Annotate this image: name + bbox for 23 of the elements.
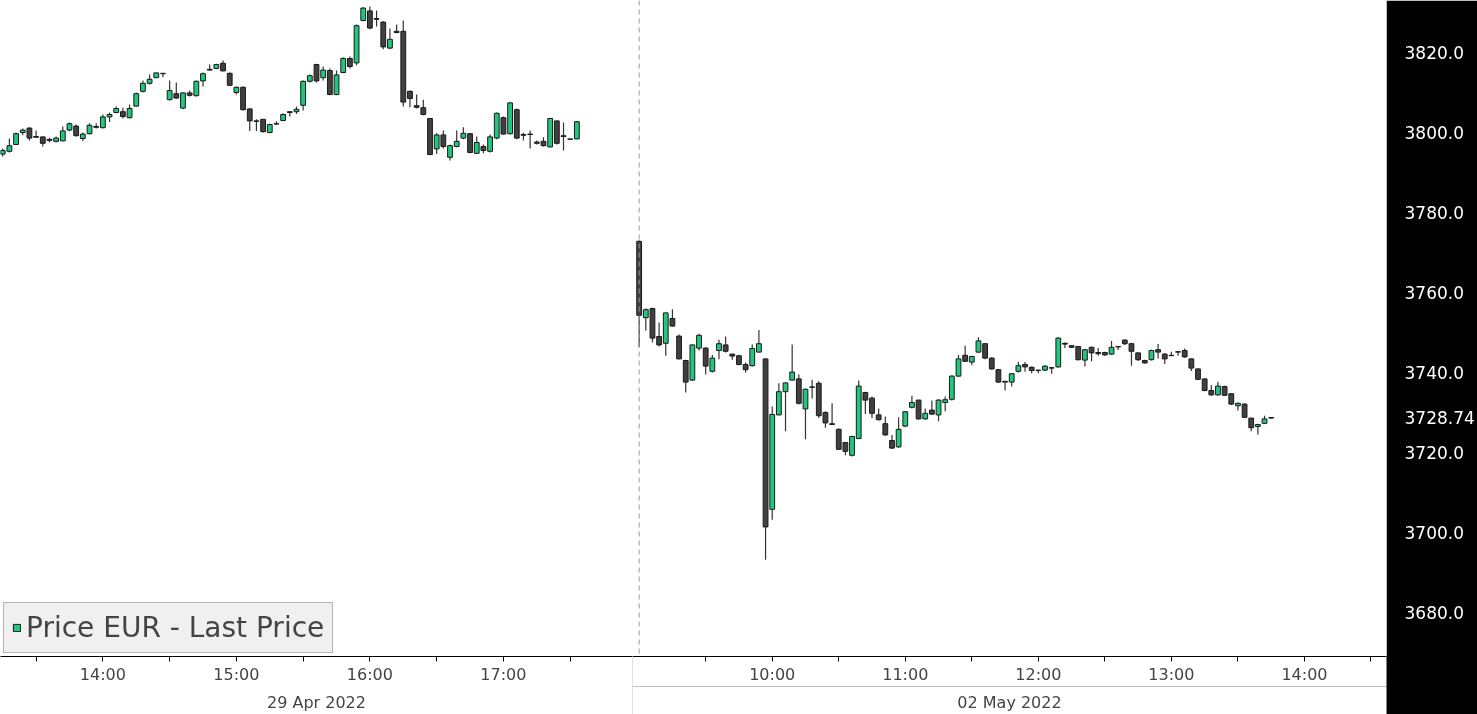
y-tick-label: 3800.0 [1404,123,1464,143]
x-tick-label: 14:00 [1281,664,1328,684]
x-tick-label: 11:00 [882,664,929,684]
text: 29 Apr 2022 [267,692,366,712]
y-tick-label: 3760.0 [1404,283,1464,303]
x-tick-label: 14:00 [79,664,126,684]
y-tick-label: 3700.0 [1404,523,1464,543]
y-tick-label: 3720.0 [1404,443,1464,463]
x-tick-label: 12:00 [1015,664,1062,684]
y-tick-label: 3780.0 [1404,203,1464,223]
y-tick-label: 3740.0 [1404,363,1464,383]
candlestick [676,333,682,360]
x-tick-label: 16:00 [346,664,393,684]
candlestick [882,415,889,437]
y-tick-label: 3728.74 [1404,408,1475,429]
x-tick-label: 10:00 [749,664,796,684]
y-tick-label: 3820.0 [1404,43,1464,63]
y-tick-label: 3680.0 [1404,603,1464,623]
x-tick-label: 17:00 [480,664,527,684]
text: 02 May 2022 [957,692,1062,712]
x-tick-label: 13:00 [1148,664,1195,684]
legend-label: Price EUR - Last Price [26,611,325,644]
x-tick-label: 15:00 [213,664,260,684]
